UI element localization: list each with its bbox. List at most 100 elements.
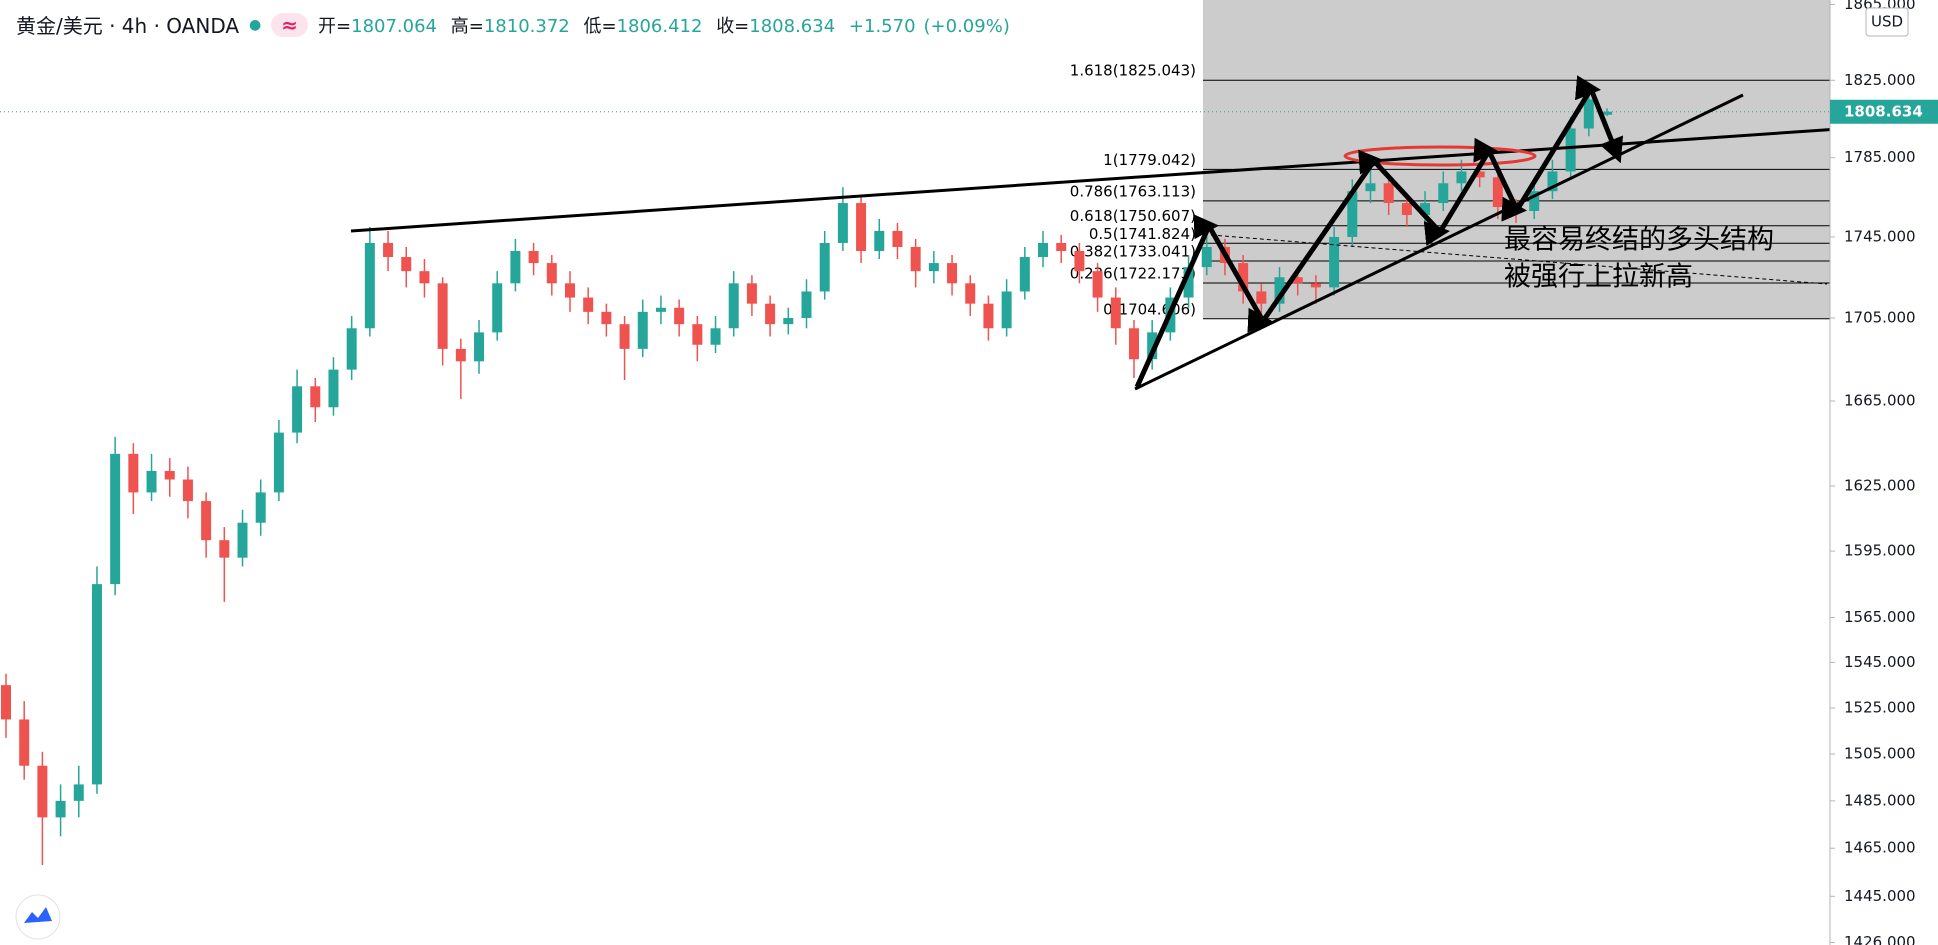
candle-body (965, 283, 976, 304)
zigzag-arrows (1134, 75, 1624, 389)
y-tick-label: 1485.000 (1844, 791, 1916, 809)
candle-body (1583, 99, 1594, 129)
y-tick-label: 1465.000 (1844, 839, 1916, 857)
candle-body (837, 203, 848, 243)
ohlc-value: 1810.372 (483, 15, 570, 37)
ohlc-label: 开= (318, 15, 352, 37)
candle-body (310, 386, 321, 408)
candle-body (510, 250, 521, 284)
candle-body (1310, 283, 1321, 288)
y-tick-label: 1785.000 (1844, 148, 1916, 166)
ohlc-label: 高= (450, 15, 484, 37)
candle-body (1, 685, 11, 720)
drawings (350, 75, 1840, 391)
candle-body (674, 307, 685, 325)
y-tick-label: 1665.000 (1844, 391, 1916, 409)
currency-label: USD (1871, 13, 1903, 31)
candle-body (1019, 257, 1030, 292)
candle-body (564, 283, 575, 298)
fib-label: 1.618(1825.043) (1070, 62, 1196, 80)
fib-label: 0.618(1750.607) (1070, 207, 1196, 225)
annotation: 被强行上拉新高 (1504, 262, 1693, 293)
fib-label: 0.236(1722.173) (1070, 264, 1196, 282)
candle-body (728, 283, 739, 329)
logo[interactable] (15, 894, 61, 940)
y-tick-label: 1505.000 (1844, 745, 1916, 763)
candle-body (1256, 291, 1267, 304)
candle-body (182, 479, 193, 502)
candle-body (419, 271, 430, 284)
candle-body (364, 242, 375, 329)
price-tag (1830, 99, 1938, 124)
candle-body (401, 257, 412, 272)
candle-body (73, 784, 84, 801)
candle-body (910, 246, 921, 272)
y-tick-label: 1595.000 (1844, 542, 1916, 560)
indicator-icon: ≈ (271, 12, 309, 37)
ohlc: 开=1807.064 高=1810.372 低=1806.412 收=1808.… (318, 12, 1018, 38)
candle-body (528, 250, 539, 264)
legend: 黄金/美元 · 4h · OANDA ● ≈ 开=1807.064 高=1810… (16, 10, 1018, 39)
y-tick-label: 1545.000 (1844, 653, 1916, 671)
ohlc-value: 1806.412 (616, 15, 703, 37)
candle-body (455, 348, 466, 362)
candle-body (601, 311, 612, 325)
annotation: 最容易终结的多头结构 (1504, 225, 1774, 256)
y-tick-label: 1426.000 (1844, 933, 1916, 945)
y-tick-label: 1565.000 (1844, 608, 1916, 626)
fib-label: 1(1779.042) (1103, 151, 1196, 169)
candle-body (692, 324, 703, 345)
candle-body (1056, 242, 1067, 251)
candle-body (1365, 183, 1376, 192)
y-tick-label: 1625.000 (1844, 476, 1916, 494)
candle-body (783, 317, 794, 325)
y-tick-label: 1705.000 (1844, 308, 1916, 326)
candle-body (328, 369, 339, 408)
fib-label: 0.786(1763.113) (1070, 182, 1196, 200)
candle-body (928, 263, 939, 272)
candle-body (164, 470, 175, 480)
candle-body (856, 203, 867, 251)
candle-body (1438, 183, 1449, 204)
candle-body (110, 453, 121, 585)
candle-body (1001, 291, 1012, 329)
status-dot: ● (249, 16, 262, 33)
candle-body (546, 263, 557, 284)
symbol-title: 黄金/美元 · 4h · OANDA (16, 14, 240, 38)
candle-body (237, 522, 248, 558)
candle-body (1074, 250, 1085, 272)
candle-body (255, 492, 266, 523)
candle-body (801, 291, 812, 318)
candle-body (1110, 297, 1121, 329)
ohlc-value: 1808.634 (749, 15, 836, 37)
y-tick-label: 1525.000 (1844, 698, 1916, 716)
y-tick-label: 1825.000 (1844, 71, 1916, 89)
candle-body (746, 283, 757, 304)
currency-button[interactable] (1865, 7, 1909, 37)
candle-body (19, 719, 30, 766)
change: +1.570 (848, 15, 916, 37)
candle-body (947, 263, 958, 284)
candle-body (273, 432, 284, 493)
candle-body (655, 307, 666, 312)
candle-body (892, 230, 903, 247)
candle-body (128, 453, 139, 493)
fib-label: 0.5(1741.824) (1089, 225, 1196, 243)
candle-body (619, 324, 630, 349)
candle-body (583, 297, 594, 312)
candle-body (1147, 332, 1158, 360)
price-tag-label: 1808.634 (1844, 102, 1923, 120)
candle-body (346, 328, 357, 370)
candle-body (37, 765, 48, 818)
candle-body (219, 540, 230, 558)
candle-body (55, 800, 66, 818)
change-pct: (+0.09%) (923, 15, 1010, 37)
candle-body (492, 283, 503, 333)
candle-body (874, 230, 885, 251)
candle-body (765, 303, 776, 325)
candle-body (1092, 271, 1103, 298)
ohlc-value: 1807.064 (351, 15, 438, 37)
y-tick-label: 1445.000 (1844, 887, 1916, 905)
candle-body (1183, 267, 1194, 298)
